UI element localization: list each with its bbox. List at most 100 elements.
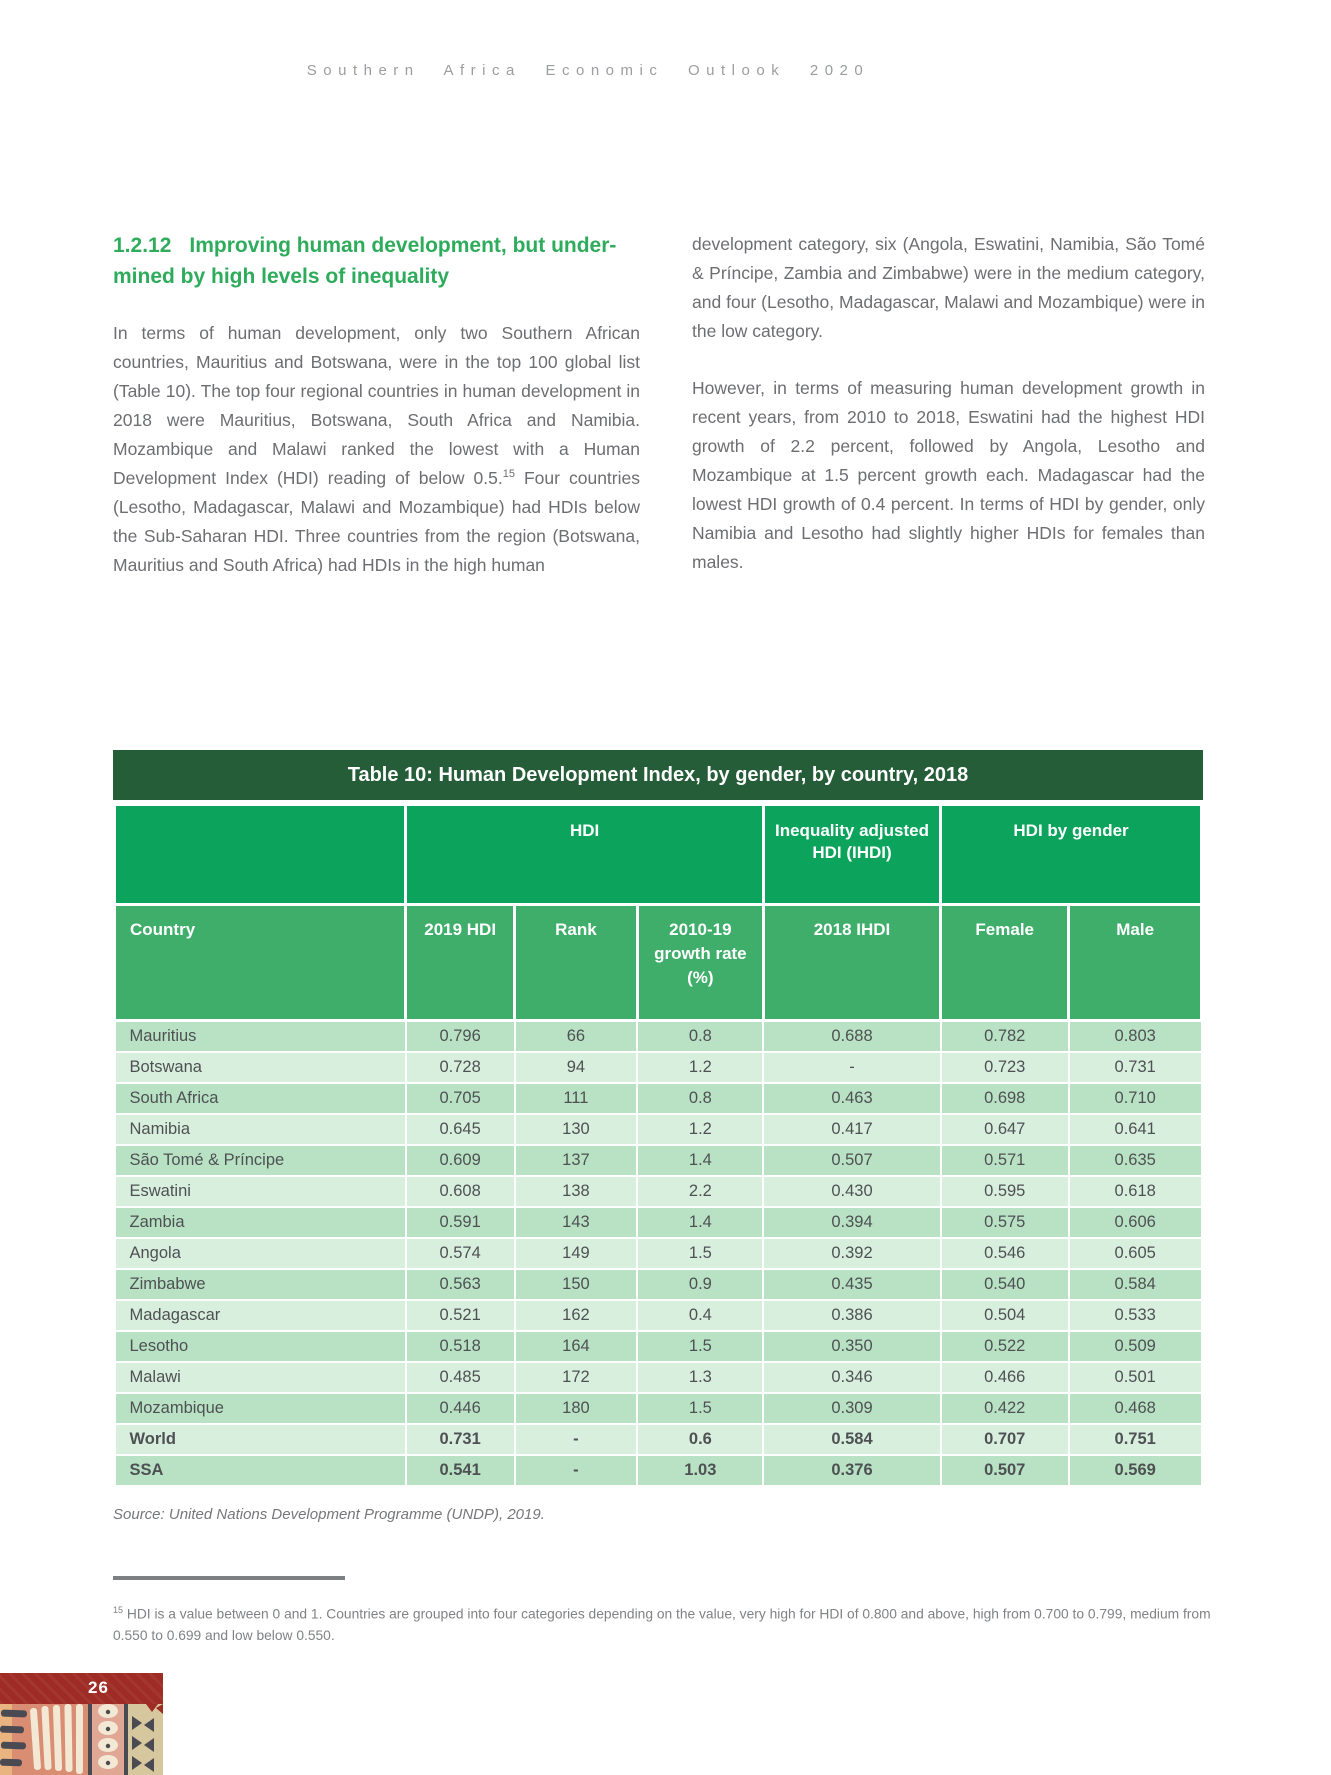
value-cell: 0.728 — [404, 1051, 516, 1084]
table-row: Mozambique 0.446 180 1.5 0.309 0.422 0.468 — [113, 1392, 1203, 1425]
value-cell: 0.422 — [939, 1392, 1070, 1425]
value-cell: 0.731 — [1067, 1051, 1203, 1084]
value-cell: 1.4 — [636, 1144, 765, 1177]
table-row: South Africa 0.705 111 0.8 0.463 0.698 0.710 — [113, 1082, 1203, 1115]
group-header-cell: Inequality adjusted HDI (IHDI) — [761, 803, 943, 906]
value-cell: 0.533 — [1067, 1299, 1203, 1332]
right-column: development category, six (Angola, Eswat… — [692, 230, 1205, 608]
value-cell: 138 — [513, 1175, 639, 1208]
column-header-cell: 2019 HDI — [404, 903, 516, 1022]
country-cell: São Tomé & Príncipe — [113, 1144, 407, 1177]
value-cell: 0.541 — [404, 1454, 516, 1487]
value-cell: 0.584 — [1067, 1268, 1203, 1301]
value-cell: 1.5 — [636, 1392, 765, 1425]
table-row: Botswana 0.728 94 1.2-0.723 0.731 — [113, 1051, 1203, 1084]
value-cell: 150 — [513, 1268, 639, 1301]
value-cell: 0.507 — [939, 1454, 1070, 1487]
value-cell: 0.430 — [762, 1175, 942, 1208]
country-cell: Namibia — [113, 1113, 407, 1146]
value-cell: 0.518 — [404, 1330, 516, 1363]
paragraph-right-1: development category, six (Angola, Eswat… — [692, 234, 1205, 341]
table-row: Angola 0.574 149 1.5 0.392 0.546 0.605 — [113, 1237, 1203, 1270]
country-cell: Eswatini — [113, 1175, 407, 1208]
value-cell: 0.796 — [404, 1019, 516, 1053]
value-cell: 1.5 — [636, 1237, 765, 1270]
value-cell: 0.723 — [939, 1051, 1070, 1084]
value-cell: 2.2 — [636, 1175, 765, 1208]
paragraph-left: In terms of human development, only two … — [113, 319, 640, 580]
footer-decoration: 26 — [0, 1673, 163, 1775]
value-cell: 1.4 — [636, 1206, 765, 1239]
value-cell: 0.540 — [939, 1268, 1070, 1301]
country-cell: SSA — [113, 1454, 407, 1487]
value-cell: 0.608 — [404, 1175, 516, 1208]
country-cell: Madagascar — [113, 1299, 407, 1332]
value-cell: 1.2 — [636, 1051, 765, 1084]
value-cell: 0.591 — [404, 1206, 516, 1239]
table-group-header-row: HDI Inequality adjusted HDI (IHDI) HDI by … — [112, 803, 1203, 906]
table-row: Lesotho 0.518 164 1.5 0.350 0.522 0.509 — [113, 1330, 1203, 1363]
value-cell: 0.707 — [939, 1423, 1070, 1456]
value-cell: 0.507 — [762, 1144, 942, 1177]
footnote: 15 HDI is a value between 0 and 1. Count… — [113, 1600, 1213, 1646]
value-cell: 172 — [513, 1361, 639, 1394]
table-column-header-row: Country 2019 HDI Rank 2010-19 growth rate (… — [112, 903, 1203, 1022]
table-row: Eswatini 0.608 138 2.2 0.430 0.595 0.618 — [113, 1175, 1203, 1208]
section-title-line1: Improving human development, but under- — [189, 234, 617, 257]
country-cell: Mauritius — [113, 1019, 407, 1053]
value-cell: 0.394 — [762, 1206, 942, 1239]
table-row: Malawi 0.485 172 1.3 0.346 0.466 0.501 — [113, 1361, 1203, 1394]
group-header-cell: HDI — [404, 803, 765, 906]
value-cell: 130 — [513, 1113, 639, 1146]
column-header-cell: Male — [1067, 903, 1203, 1022]
column-header-cell: Country — [112, 903, 408, 1022]
value-cell: - — [762, 1051, 942, 1084]
value-cell: 0.688 — [762, 1019, 942, 1053]
value-cell: 66 — [513, 1019, 639, 1053]
section-number: 1.2.12 — [113, 234, 172, 257]
table-row: Zimbabwe 0.563 150 0.9 0.435 0.540 0.584 — [113, 1268, 1203, 1301]
value-cell: 164 — [513, 1330, 639, 1363]
footnote-divider — [113, 1576, 345, 1580]
value-cell: 0.466 — [939, 1361, 1070, 1394]
group-header-cell — [112, 803, 408, 906]
african-pattern-art — [0, 1704, 163, 1775]
value-cell: 0.571 — [939, 1144, 1070, 1177]
value-cell: 0.8 — [636, 1082, 765, 1115]
value-cell: 94 — [513, 1051, 639, 1084]
value-cell: 0.635 — [1067, 1144, 1203, 1177]
value-cell: 149 — [513, 1237, 639, 1270]
table-row: Madagascar 0.521 162 0.4 0.386 0.504 0.533 — [113, 1299, 1203, 1332]
value-cell: 111 — [513, 1082, 639, 1115]
source-note: Source: United Nations Development Progr… — [113, 1506, 545, 1523]
value-cell: 0.485 — [404, 1361, 516, 1394]
table-title: Table 10: Human Development Index, by ge… — [113, 750, 1203, 800]
country-cell: Angola — [113, 1237, 407, 1270]
table-row: Namibia 0.645 130 1.2 0.417 0.647 0.641 — [113, 1113, 1203, 1146]
value-cell: 0.417 — [762, 1113, 942, 1146]
page-number: 26 — [88, 1678, 109, 1697]
value-cell: 1.03 — [636, 1454, 765, 1487]
section-heading: 1.2.12 Improving human development, but u… — [113, 230, 640, 292]
value-cell: 0.6 — [636, 1423, 765, 1456]
value-cell: 180 — [513, 1392, 639, 1425]
value-cell: 1.5 — [636, 1330, 765, 1363]
country-cell: Botswana — [113, 1051, 407, 1084]
value-cell: 0.584 — [762, 1423, 942, 1456]
paragraph-left-text: In terms of human development, only two … — [113, 323, 640, 488]
value-cell: 0.710 — [1067, 1082, 1203, 1115]
value-cell: 0.569 — [1067, 1454, 1203, 1487]
value-cell: 0.350 — [762, 1330, 942, 1363]
paragraph-left-text-cont: Four countries (Lesotho, Madagascar, Mal… — [113, 468, 640, 575]
country-cell: Lesotho — [113, 1330, 407, 1363]
column-header-cell: 2010-19 growth rate (%) — [635, 903, 765, 1022]
table-row: SSA 0.541-1.03 0.376 0.507 0.569 — [113, 1454, 1203, 1487]
country-cell: Malawi — [113, 1361, 407, 1394]
value-cell: 0.705 — [404, 1082, 516, 1115]
value-cell: 0.8 — [636, 1019, 765, 1053]
paragraph-right-2: However, in terms of measuring human dev… — [692, 378, 1205, 572]
value-cell: 0.435 — [762, 1268, 942, 1301]
value-cell: 0.376 — [762, 1454, 942, 1487]
hdi-table: HDI Inequality adjusted HDI (IHDI) HDI by … — [112, 803, 1203, 1487]
country-cell: Mozambique — [113, 1392, 407, 1425]
